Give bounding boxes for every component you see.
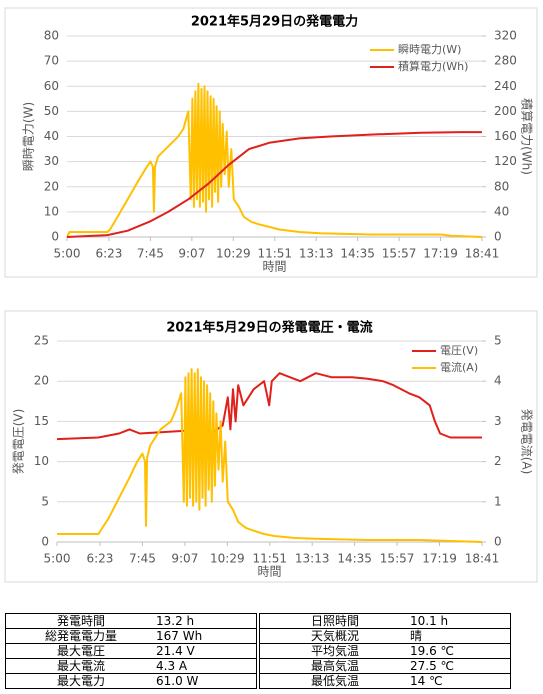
value-cell: 晴 (410, 628, 511, 644)
summary-table: 発電時間 13.2 h 日照時間 10.1 h 総発電電力量 167 Wh 天気概況晴最大電… (5, 613, 511, 689)
x-tick-label: 9:07 (171, 552, 198, 566)
value-cell: 167 Wh (156, 628, 257, 644)
y-tick-label: 60 (44, 79, 59, 93)
y2-tick-label: 280 (494, 54, 517, 68)
x-tick-label: 18:41 (465, 552, 500, 566)
label-cell: 総発電電力量 (5, 628, 156, 644)
x-tick-label: 13:13 (299, 247, 334, 261)
legend-label: 積算電力(Wh) (398, 59, 468, 73)
label-cell: 発電時間 (5, 613, 156, 629)
label-cell: 最大電流 (5, 658, 156, 674)
series-line (66, 82, 483, 238)
label-cell: 最大電力 (5, 673, 156, 689)
value-cell: 4.3 A (156, 658, 257, 674)
y-tick-label: 0 (51, 230, 59, 244)
y2-tick-label: 160 (494, 129, 517, 143)
legend-label: 瞬時電力(W) (398, 43, 461, 56)
table-row: 総発電電力量 167 Wh 天気概況晴 (5, 628, 511, 644)
table-row: 発電時間 13.2 h 日照時間 10.1 h (5, 613, 511, 629)
y-tick-label: 20 (34, 374, 49, 388)
x-tick-label: 5:00 (54, 247, 81, 261)
x-tick-label: 7:45 (129, 552, 156, 566)
y-axis-title: 発電電圧(V) (12, 409, 26, 475)
legend-label: 電流(A) (440, 360, 478, 374)
charts: 2021年5月29日の発電電力0102030405060708004080120… (4, 7, 538, 583)
y-tick-label: 0 (41, 535, 49, 549)
chart-frame (4, 310, 538, 583)
value-cell: 13.2 h (156, 613, 257, 629)
y-tick-label: 30 (44, 154, 59, 168)
y2-tick-label: 1 (494, 494, 502, 508)
y2-tick-label: 0 (494, 230, 502, 244)
x-tick-label: 14:35 (340, 247, 375, 261)
value-cell: 27.5 ℃ (410, 658, 511, 674)
x-tick-label: 6:23 (86, 552, 113, 566)
value-cell: 10.1 h (410, 613, 511, 629)
series-line (57, 368, 483, 543)
value-cell: 21.4 V (156, 643, 257, 659)
y2-axis-title: 発電電流(A) (520, 409, 534, 475)
x-tick-label: 10:29 (216, 247, 251, 261)
x-tick-label: 18:41 (465, 247, 500, 261)
x-tick-label: 5:00 (44, 552, 71, 566)
value-cell: 19.6 ℃ (410, 643, 511, 659)
x-tick-label: 13:13 (295, 552, 330, 566)
table-row: 最大電流 4.3 A 最高気温 27.5 ℃ (5, 658, 511, 674)
label-cell: 日照時間 (259, 613, 410, 629)
x-tick-label: 9:07 (178, 247, 205, 261)
y-tick-label: 70 (44, 54, 59, 68)
x-tick-label: 15:57 (382, 247, 417, 261)
label-cell: 最高気温 (259, 658, 410, 674)
x-axis-title: 時間 (262, 260, 286, 274)
label-cell: 最大電圧 (5, 643, 156, 659)
y-tick-label: 50 (44, 104, 59, 118)
y2-tick-label: 320 (494, 29, 517, 43)
x-tick-label: 17:19 (423, 247, 458, 261)
table-row: 最大電圧 21.4 V 平均気温 19.6 ℃ (5, 643, 511, 659)
y2-tick-label: 2 (494, 454, 502, 468)
x-tick-label: 6:23 (95, 247, 122, 261)
label-cell: 平均気温 (259, 643, 410, 659)
y-tick-label: 10 (44, 204, 59, 218)
label-cell: 天気概況 (259, 628, 410, 644)
y2-tick-label: 3 (494, 414, 502, 428)
legend-label: 電圧(V) (440, 344, 478, 357)
series-line (66, 131, 482, 238)
y2-tick-label: 4 (494, 374, 502, 388)
y2-tick-label: 0 (494, 535, 502, 549)
y-tick-label: 25 (34, 334, 49, 348)
y2-axis-title: 積算電力(Wh) (520, 98, 535, 175)
x-tick-label: 10:29 (210, 552, 245, 566)
chart-title: 2021年5月29日の発電電力 (191, 14, 358, 30)
value-cell: 61.0 W (156, 673, 257, 689)
y2-tick-label: 80 (494, 179, 509, 193)
x-tick-label: 17:19 (422, 552, 457, 566)
y-tick-label: 20 (44, 179, 59, 193)
y2-tick-label: 5 (494, 334, 502, 348)
y-axis-title: 瞬時電力(W) (22, 102, 36, 171)
y-tick-label: 10 (34, 454, 49, 468)
x-tick-label: 15:57 (380, 552, 415, 566)
x-tick-label: 7:45 (137, 247, 164, 261)
table-row: 最大電力 61.0 W 最低気温 14 ℃ (5, 673, 511, 689)
y2-tick-label: 240 (494, 79, 517, 93)
x-axis-title: 時間 (257, 565, 281, 579)
y2-tick-label: 40 (494, 204, 509, 218)
value-cell: 14 ℃ (410, 673, 511, 689)
y-tick-label: 40 (44, 129, 59, 143)
y-tick-label: 15 (34, 414, 49, 428)
x-tick-label: 11:51 (252, 552, 287, 566)
y2-tick-label: 120 (494, 154, 517, 168)
label-cell: 最低気温 (259, 673, 410, 689)
x-tick-label: 11:51 (257, 247, 292, 261)
y2-tick-label: 200 (494, 104, 517, 118)
x-tick-label: 14:35 (337, 552, 372, 566)
chart-title: 2021年5月29日の発電電圧・電流 (166, 320, 372, 336)
y-tick-label: 5 (41, 494, 49, 508)
y-tick-label: 80 (44, 29, 59, 43)
